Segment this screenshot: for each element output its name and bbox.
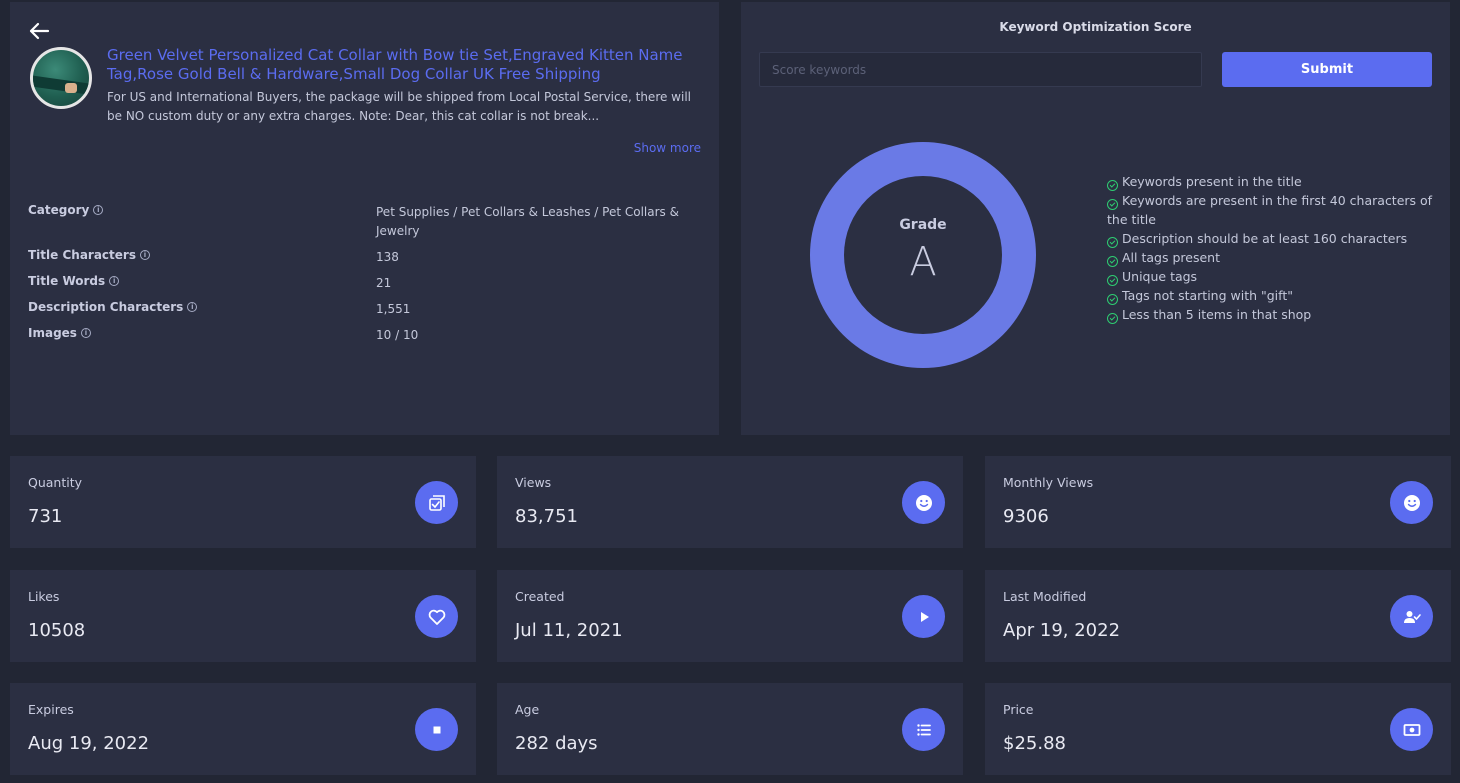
stat-value: $25.88 [1003,733,1066,754]
stat-card-price: Price $25.88 [985,683,1451,775]
stat-value: 731 [28,506,63,527]
info-icon[interactable]: i [187,302,198,312]
stat-value: 10508 [28,620,86,641]
stat-card-likes: Likes 10508 [10,570,476,662]
info-icon[interactable]: i [109,276,120,286]
stat-value: 282 days [515,733,598,754]
stop-icon [415,708,458,751]
check-circle-icon [1107,256,1118,267]
check-item: All tags present [1107,248,1437,267]
check-circle-icon [1107,275,1118,286]
stat-label: Likes [28,589,60,604]
info-icon[interactable]: i [80,328,91,338]
stat-value: 83,751 [515,506,578,527]
meta-label: Title Words [28,274,106,288]
check-item: Keywords are present in the first 40 cha… [1107,193,1433,227]
check-item: Tags not starting with "gift" [1107,286,1437,305]
back-arrow-icon[interactable] [28,20,50,42]
stat-label: Monthly Views [1003,475,1094,490]
smiley-icon [902,481,945,524]
user-check-icon [1390,595,1433,638]
meta-value: Pet Supplies / Pet Collars & Leashes / P… [376,205,679,238]
score-keywords-input[interactable] [759,52,1202,87]
product-thumbnail[interactable] [30,47,92,109]
grade-donut: Grade A [810,142,1036,368]
stat-card-created: Created Jul 11, 2021 [497,570,963,662]
check-item: Description should be at least 160 chara… [1107,229,1437,248]
meta-value: 138 [376,250,399,264]
checks-list: Keywords present in the title Keywords a… [1107,172,1437,324]
stat-label: Expires [28,702,74,717]
meta-label: Images [28,326,77,340]
stat-label: Quantity [28,475,83,490]
check-item: Unique tags [1107,267,1437,286]
list-icon [902,708,945,751]
info-icon[interactable]: i [139,250,150,260]
check-circle-icon [1107,313,1118,324]
meta-value: 21 [376,276,392,290]
check-item: Keywords present in the title [1107,172,1437,191]
stat-label: Price [1003,702,1034,717]
stat-value: 9306 [1003,506,1049,527]
stat-card-age: Age 282 days [497,683,963,775]
stat-label: Views [515,475,552,490]
check-item: Less than 5 items in that shop [1107,305,1437,324]
meta-value: 10 / 10 [376,328,419,342]
check-circle-icon [1107,237,1118,248]
check-circle-icon [1107,294,1118,305]
info-icon[interactable]: i [93,205,104,215]
grade-label: Grade [899,217,947,233]
stat-card-expires: Expires Aug 19, 2022 [10,683,476,775]
play-icon [902,595,945,638]
listing-description: For US and International Buyers, the pac… [107,90,691,123]
stat-label: Created [515,589,565,604]
stat-value: Jul 11, 2021 [515,620,623,641]
checklist-icon [415,481,458,524]
meta-value: 1,551 [376,302,411,316]
stat-label: Age [515,702,540,717]
keyword-score-title: Keyword Optimization Score [999,20,1192,34]
grade-value: A [909,239,937,285]
smiley-icon [1390,481,1433,524]
meta-label: Category [28,203,90,217]
meta-label: Title Characters [28,248,136,262]
stat-card-quantity: Quantity 731 [10,456,476,548]
check-circle-icon [1107,180,1118,191]
keyword-score-card: Keyword Optimization Score Submit Grade … [741,2,1450,435]
stat-label: Last Modified [1003,589,1087,604]
submit-button[interactable]: Submit [1222,52,1432,87]
heart-icon [415,595,458,638]
show-more-link[interactable]: Show more [633,141,701,155]
stat-card-monthly-views: Monthly Views 9306 [985,456,1451,548]
listing-card: Green Velvet Personalized Cat Collar wit… [10,2,719,435]
listing-title-link[interactable]: Green Velvet Personalized Cat Collar wit… [107,46,683,83]
money-icon [1390,708,1433,751]
stat-value: Apr 19, 2022 [1003,620,1121,641]
stat-value: Aug 19, 2022 [28,733,150,754]
meta-label: Description Characters [28,300,184,314]
check-circle-icon [1107,199,1118,210]
stat-card-last-modified: Last Modified Apr 19, 2022 [985,570,1451,662]
stat-card-views: Views 83,751 [497,456,963,548]
